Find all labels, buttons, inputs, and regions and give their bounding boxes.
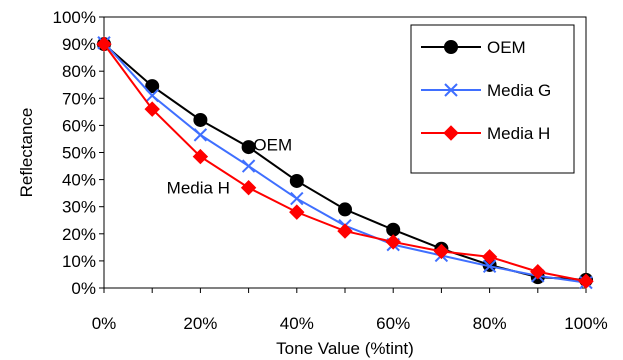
x-marker-stroke — [145, 88, 159, 103]
x-tick-label: 40% — [280, 314, 314, 333]
data-point-media-g — [482, 259, 497, 274]
data-point-media-h — [481, 249, 498, 265]
series-points-media-h — [96, 36, 594, 289]
data-point-media-h — [433, 243, 450, 260]
data-point-media-h — [96, 36, 112, 52]
y-tick-label: 60% — [62, 116, 96, 135]
y-axis-title: Reflectance — [17, 108, 36, 198]
data-point-media-h — [530, 264, 546, 280]
y-tick-label: 50% — [62, 144, 96, 163]
x-marker-stroke — [444, 83, 458, 97]
legend-marker — [444, 40, 458, 54]
y-tick-label: 40% — [62, 171, 96, 190]
legend-marker — [443, 125, 459, 141]
x-axis-title: Tone Value (%tint) — [276, 339, 414, 358]
y-tick-label: 10% — [62, 252, 96, 271]
x-tick-label: 100% — [564, 314, 607, 333]
data-point-oem — [338, 202, 352, 217]
data-point-oem — [145, 79, 160, 94]
y-tick-label: 0% — [71, 279, 96, 298]
legend-entry-media-h: Media H — [421, 124, 550, 143]
data-point-oem — [193, 112, 208, 127]
data-point-media-h — [289, 204, 305, 220]
x-tick-label: 20% — [183, 314, 217, 333]
x-marker-stroke — [241, 159, 256, 173]
data-point-media-h — [240, 180, 257, 196]
legend-entry-oem: OEM — [421, 38, 526, 57]
data-point-media-g — [145, 88, 159, 103]
data-point-media-h — [385, 234, 401, 250]
y-tick-label: 20% — [62, 225, 96, 244]
x-tick-label: 0% — [92, 314, 117, 333]
x-marker-stroke — [482, 259, 497, 274]
annotation-media-h: Media H — [167, 179, 230, 198]
x-marker-stroke — [193, 128, 208, 142]
x-tick-label: 60% — [376, 314, 410, 333]
x-marker-stroke — [290, 191, 304, 206]
data-point-media-g — [241, 159, 256, 173]
legend-box — [410, 24, 575, 174]
data-point-media-g — [290, 191, 304, 206]
y-tick-label: 70% — [62, 89, 96, 108]
data-point-media-h — [144, 101, 160, 117]
data-point-oem — [289, 173, 304, 188]
data-point-oem — [241, 140, 256, 155]
x-tick-label: 80% — [473, 314, 507, 333]
legend-marker — [444, 83, 458, 97]
y-tick-label: 80% — [62, 62, 96, 81]
data-point-media-h — [578, 273, 594, 289]
y-tick-label: 90% — [62, 35, 96, 54]
data-point-media-h — [192, 148, 209, 165]
legend-entry-media-g: Media G — [421, 81, 551, 100]
annotation-oem: OEM — [253, 135, 292, 154]
data-point-media-h — [337, 223, 353, 239]
y-tick-label: 30% — [62, 198, 96, 217]
legend-label-media-h: Media H — [487, 124, 550, 143]
y-tick-label: 100% — [53, 8, 96, 27]
data-point-media-g — [193, 128, 208, 142]
legend-label-media-g: Media G — [487, 81, 551, 100]
legend-label-oem: OEM — [487, 38, 526, 57]
